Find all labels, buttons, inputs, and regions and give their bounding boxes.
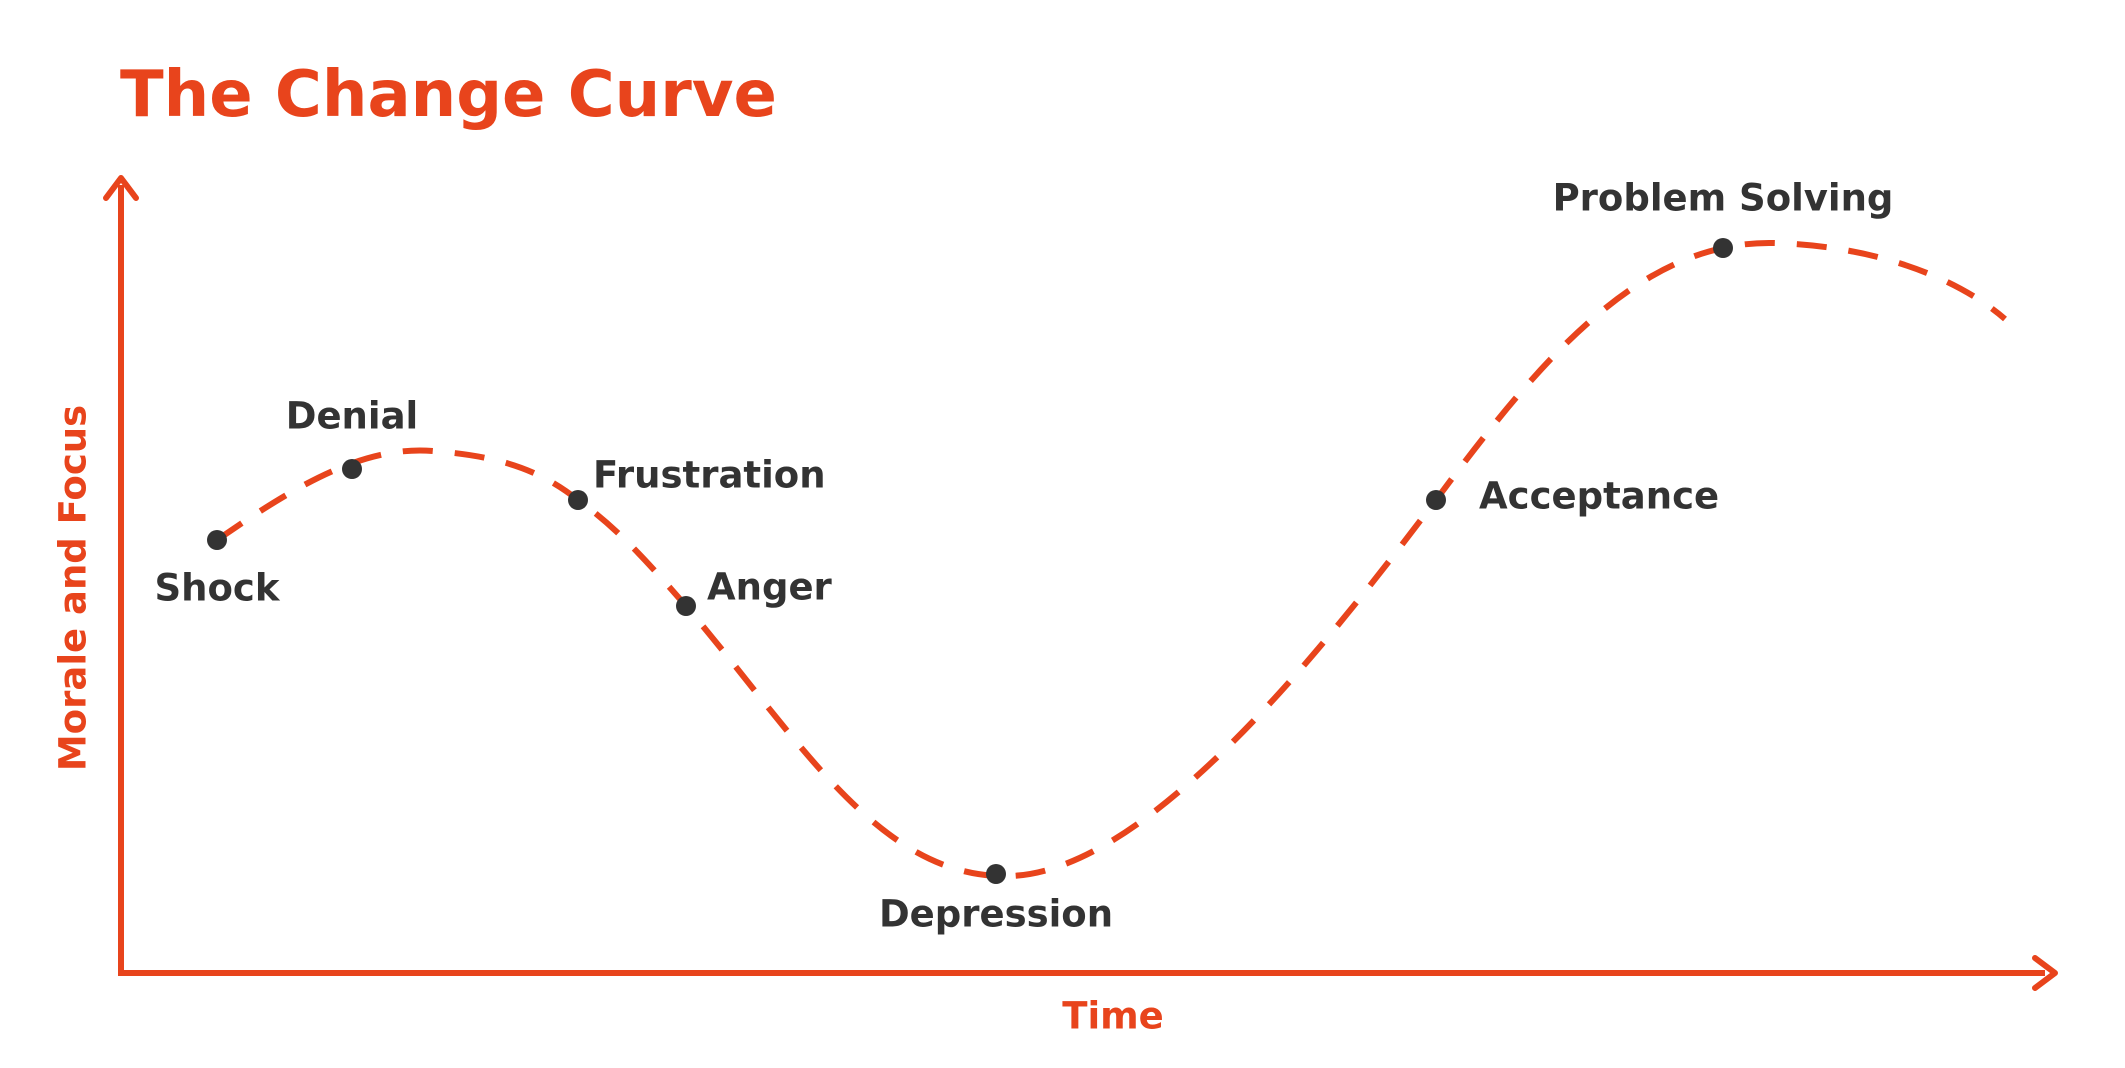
stage-label: Denial <box>286 395 418 438</box>
stage-label: Acceptance <box>1479 475 1719 518</box>
stage-point <box>1426 490 1446 510</box>
stage-point <box>1713 238 1733 258</box>
stage-point <box>342 459 362 479</box>
y-axis-arrow <box>103 175 139 201</box>
stage-label: Depression <box>879 893 1113 936</box>
stage-label: Shock <box>155 567 281 610</box>
stage-point <box>676 596 696 616</box>
y-axis-label: Morale and Focus <box>52 405 95 771</box>
stage-point <box>207 530 227 550</box>
x-axis-label: Time <box>1062 995 1164 1038</box>
stage-label: Frustration <box>593 454 826 497</box>
change-curve <box>215 239 2007 880</box>
stage-point <box>986 864 1006 884</box>
x-axis-arrow <box>2032 955 2058 991</box>
title: The Change Curve <box>120 58 777 132</box>
stage-label: Anger <box>707 566 833 609</box>
stage-points <box>207 238 1733 884</box>
stage-label: Problem Solving <box>1553 177 1894 220</box>
stage-point <box>568 490 588 510</box>
